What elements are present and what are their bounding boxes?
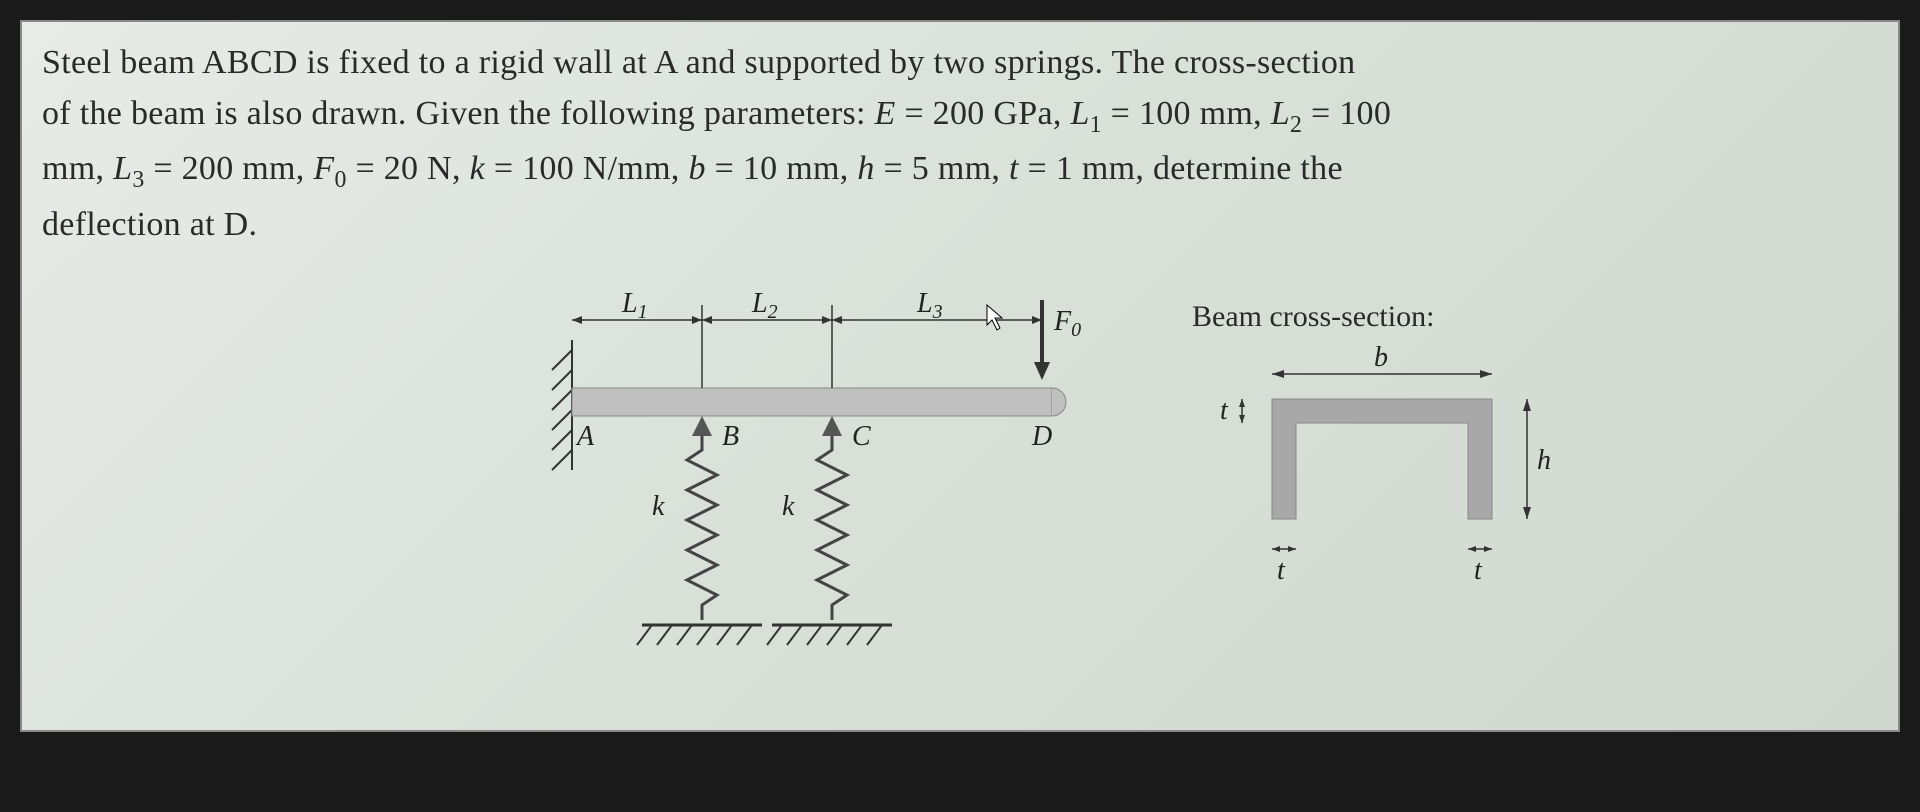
dim-t-right-leg: t bbox=[1468, 546, 1492, 586]
dim-h: h bbox=[1523, 399, 1551, 519]
param-h: h bbox=[857, 150, 874, 187]
param-L3-sub: 3 bbox=[132, 167, 144, 193]
beam-svg: L1 L2 L3 F0 A B C D bbox=[512, 280, 1152, 700]
svg-text:F0: F0 bbox=[1053, 306, 1081, 341]
text-line2-pre: of the beam is also drawn. Given the fol… bbox=[42, 95, 875, 132]
point-A: A bbox=[575, 421, 595, 452]
spring-C: k bbox=[782, 416, 847, 620]
dim-L2: L2 bbox=[751, 288, 778, 323]
point-D: D bbox=[1031, 421, 1052, 452]
param-F0-val: = 20 N, bbox=[347, 150, 470, 187]
svg-text:t: t bbox=[1474, 555, 1483, 586]
problem-container: Steel beam ABCD is fixed to a rigid wall… bbox=[20, 20, 1900, 732]
problem-statement: Steel beam ABCD is fixed to a rigid wall… bbox=[42, 37, 1878, 250]
param-E: E bbox=[875, 95, 896, 132]
param-k: k bbox=[470, 150, 485, 187]
dim-t-left-leg: t bbox=[1272, 546, 1296, 586]
param-L1: L bbox=[1070, 95, 1089, 132]
beam-diagram: L1 L2 L3 F0 A B C D bbox=[512, 280, 1212, 700]
dim-L1: L1 bbox=[621, 288, 648, 323]
text-line4: deflection at D. bbox=[42, 206, 257, 243]
diagram-area: L1 L2 L3 F0 A B C D bbox=[42, 280, 1878, 700]
beam-body bbox=[572, 388, 1052, 416]
param-L2-sub: 2 bbox=[1290, 112, 1302, 138]
param-L1-val: = 100 mm, bbox=[1102, 95, 1271, 132]
param-L2-val: = 100 bbox=[1302, 95, 1391, 132]
svg-text:k: k bbox=[782, 491, 795, 522]
beam-tip bbox=[1052, 388, 1066, 416]
spring-B: k bbox=[652, 416, 717, 620]
svg-text:t: t bbox=[1220, 395, 1229, 426]
param-L3-val: = 200 mm, bbox=[145, 150, 314, 187]
ground-B bbox=[637, 625, 762, 645]
cross-section-svg: b h t bbox=[1192, 344, 1592, 604]
svg-text:b: b bbox=[1374, 344, 1388, 373]
force-F0: F0 bbox=[1034, 300, 1081, 380]
point-B: B bbox=[722, 421, 739, 452]
text-line1: Steel beam ABCD is fixed to a rigid wall… bbox=[42, 44, 1355, 81]
cross-section-area: Beam cross-section: b h bbox=[1192, 300, 1642, 600]
param-t-val: = 1 mm, determine the bbox=[1019, 150, 1343, 187]
cross-section-title: Beam cross-section: bbox=[1192, 300, 1642, 334]
param-b-val: = 10 mm, bbox=[706, 150, 858, 187]
dim-b: b bbox=[1272, 344, 1492, 378]
dim-L3: L3 bbox=[916, 288, 943, 323]
param-E-val: = 200 GPa, bbox=[896, 95, 1071, 132]
param-h-val: = 5 mm, bbox=[875, 150, 1009, 187]
param-b: b bbox=[688, 150, 705, 187]
param-L2: L bbox=[1271, 95, 1290, 132]
param-k-val: = 100 N/mm, bbox=[485, 150, 688, 187]
param-t: t bbox=[1009, 150, 1019, 187]
channel-shape bbox=[1272, 399, 1492, 519]
svg-text:k: k bbox=[652, 491, 665, 522]
dim-t-flange: t bbox=[1220, 395, 1245, 426]
param-L3: L bbox=[113, 150, 132, 187]
svg-text:t: t bbox=[1277, 555, 1286, 586]
wall-hatching bbox=[552, 350, 572, 470]
param-L1-sub: 1 bbox=[1090, 112, 1102, 138]
text-line3-pre: mm, bbox=[42, 150, 113, 187]
ground-C bbox=[767, 625, 892, 645]
cursor-icon bbox=[987, 305, 1002, 330]
param-F0-sub: 0 bbox=[334, 167, 346, 193]
param-F0: F bbox=[313, 150, 334, 187]
point-C: C bbox=[852, 421, 871, 452]
svg-text:h: h bbox=[1537, 445, 1551, 476]
